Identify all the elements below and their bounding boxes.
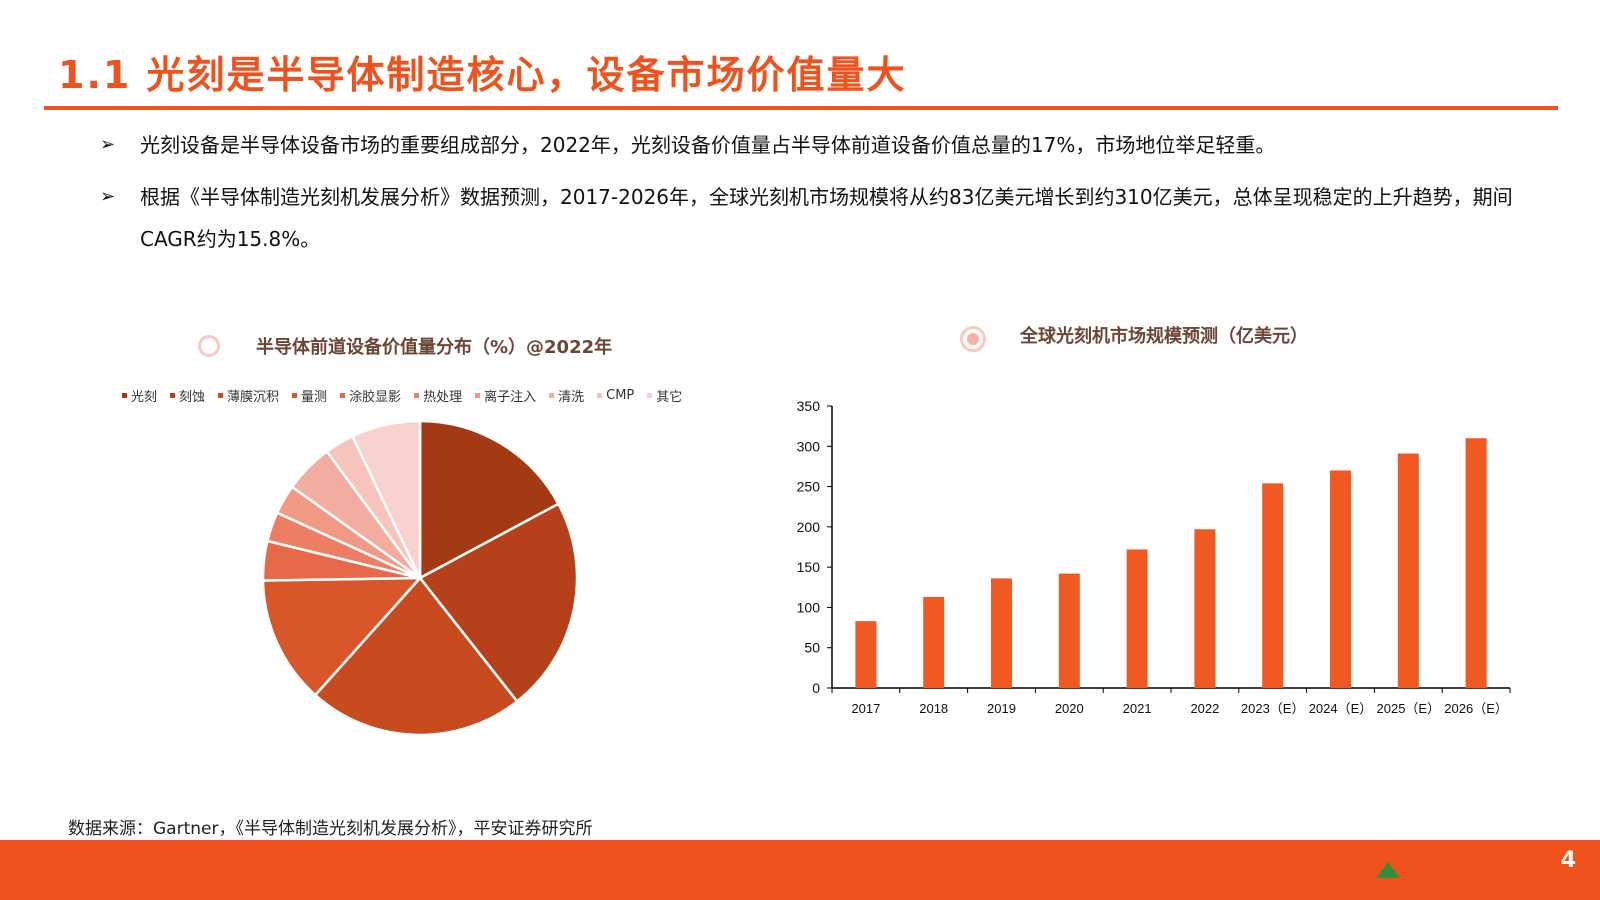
- x-tick-label: 2019: [987, 701, 1016, 716]
- bar: [1262, 483, 1284, 688]
- legend-item: 刻蚀: [170, 386, 205, 405]
- bar: [1126, 549, 1148, 688]
- legend-label: 光刻: [131, 390, 158, 405]
- pie-chart-header: 半导体前道设备价值量分布（%）@2022年: [198, 330, 612, 362]
- pie-chart-title: 半导体前道设备价值量分布（%）@2022年: [256, 337, 613, 358]
- y-tick-label: 350: [797, 398, 821, 414]
- y-tick-label: 50: [804, 640, 820, 656]
- arrow-bullet-icon: ➢: [100, 134, 116, 155]
- page-title: 1.1 光刻是半导体制造核心，设备市场价值量大: [58, 53, 907, 97]
- bullet-text: 光刻设备是半导体设备市场的重要组成部分，2022年，光刻设备价值量占半导体前道设…: [140, 133, 1276, 157]
- bullet-item: ➢ 光刻设备是半导体设备市场的重要组成部分，2022年，光刻设备价值量占半导体前…: [100, 124, 1530, 166]
- legend-swatch: [292, 393, 298, 398]
- y-tick-label: 100: [797, 599, 821, 615]
- x-tick-label: 2025（E）: [1377, 701, 1441, 716]
- y-tick-label: 250: [797, 479, 821, 495]
- pie-slice: [418, 502, 579, 704]
- bar: [1058, 573, 1080, 688]
- bar: [1465, 438, 1487, 688]
- legend-label: CMP: [606, 388, 635, 403]
- legend-swatch: [218, 393, 224, 398]
- x-tick-label: 2024（E）: [1309, 701, 1373, 716]
- y-tick-label: 0: [812, 680, 820, 696]
- title-divider: [44, 106, 1558, 110]
- bar: [1330, 470, 1351, 688]
- x-tick-label: 2026（E）: [1444, 701, 1508, 716]
- pie-slice: [261, 576, 423, 697]
- bar-chart: 0 50 100 150 200 250 300 350 2017 2018 2019 2020 202…: [797, 398, 1511, 716]
- legend-swatch: [647, 393, 653, 398]
- y-tick-label: 150: [797, 559, 821, 575]
- bar: [1194, 529, 1216, 688]
- bar: [1397, 453, 1419, 688]
- bar: [855, 621, 877, 688]
- bullet-item: ➢ 根据《半导体制造光刻机发展分析》数据预测，2017-2026年，全球光刻机市…: [100, 176, 1530, 260]
- legend-item: 清洗: [549, 386, 584, 405]
- legend-label: 其它: [656, 390, 683, 405]
- legend-item: 其它: [647, 386, 682, 405]
- bar: [923, 596, 945, 688]
- page-number: 4: [1560, 848, 1576, 873]
- pie-slice: [350, 419, 422, 579]
- legend-item: 薄膜沉积: [218, 386, 279, 405]
- legend-label: 量测: [301, 390, 328, 405]
- pie-chart: [261, 419, 579, 737]
- legend-item: 量测: [292, 386, 327, 405]
- legend-swatch: [597, 393, 603, 398]
- legend-swatch: [170, 393, 176, 398]
- bar: [991, 578, 1012, 688]
- bullet-text: 根据《半导体制造光刻机发展分析》数据预测，2017-2026年，全球光刻机市场规…: [140, 185, 1513, 251]
- legend-label: 刻蚀: [179, 390, 206, 405]
- legend-label: 热处理: [423, 390, 463, 405]
- footer-bar: [0, 840, 1600, 900]
- x-tick-label: 2023（E）: [1241, 701, 1305, 716]
- legend-swatch: [414, 393, 420, 398]
- legend-label: 清洗: [558, 390, 585, 405]
- legend-swatch: [340, 393, 346, 398]
- legend-item: 热处理: [414, 386, 462, 405]
- legend-item: 涂胶显影: [340, 386, 401, 405]
- triangle-logo-icon: [1376, 862, 1400, 878]
- pie-slice: [313, 576, 519, 737]
- legend-item: 离子注入: [475, 386, 536, 405]
- ring-dot-icon: [960, 326, 986, 352]
- legend-item: CMP: [597, 386, 634, 405]
- legend-swatch: [549, 393, 555, 398]
- legend-label: 涂胶显影: [349, 390, 402, 405]
- ring-icon: [198, 335, 220, 357]
- x-tick-label: 2022: [1190, 701, 1219, 716]
- pie-legend: 光刻 刻蚀 薄膜沉积 量测 涂胶显影 热处理 离子注入 清洗 CMP 其它: [122, 386, 695, 405]
- y-tick-label: 200: [797, 519, 821, 535]
- legend-swatch: [475, 393, 481, 398]
- pie-slice: [418, 419, 561, 581]
- legend-swatch: [122, 393, 127, 398]
- arrow-bullet-icon: ➢: [100, 186, 116, 207]
- source-note: 数据来源：Gartner，《半导体制造光刻机发展分析》，平安证券研究所: [68, 819, 593, 839]
- x-tick-label: 2018: [919, 701, 948, 716]
- legend-label: 离子注入: [484, 390, 537, 405]
- y-tick-label: 300: [797, 438, 821, 454]
- bar-chart-title: 全球光刻机市场规模预测（亿美元）: [1020, 326, 1308, 347]
- bullet-list: ➢ 光刻设备是半导体设备市场的重要组成部分，2022年，光刻设备价值量占半导体前…: [100, 124, 1530, 270]
- legend-item: 光刻: [122, 386, 157, 405]
- legend-label: 薄膜沉积: [227, 390, 280, 405]
- x-tick-label: 2017: [851, 701, 880, 716]
- bar-chart-header: 全球光刻机市场规模预测（亿美元）: [960, 325, 1310, 352]
- x-tick-label: 2020: [1055, 701, 1084, 716]
- x-tick-label: 2021: [1123, 701, 1152, 716]
